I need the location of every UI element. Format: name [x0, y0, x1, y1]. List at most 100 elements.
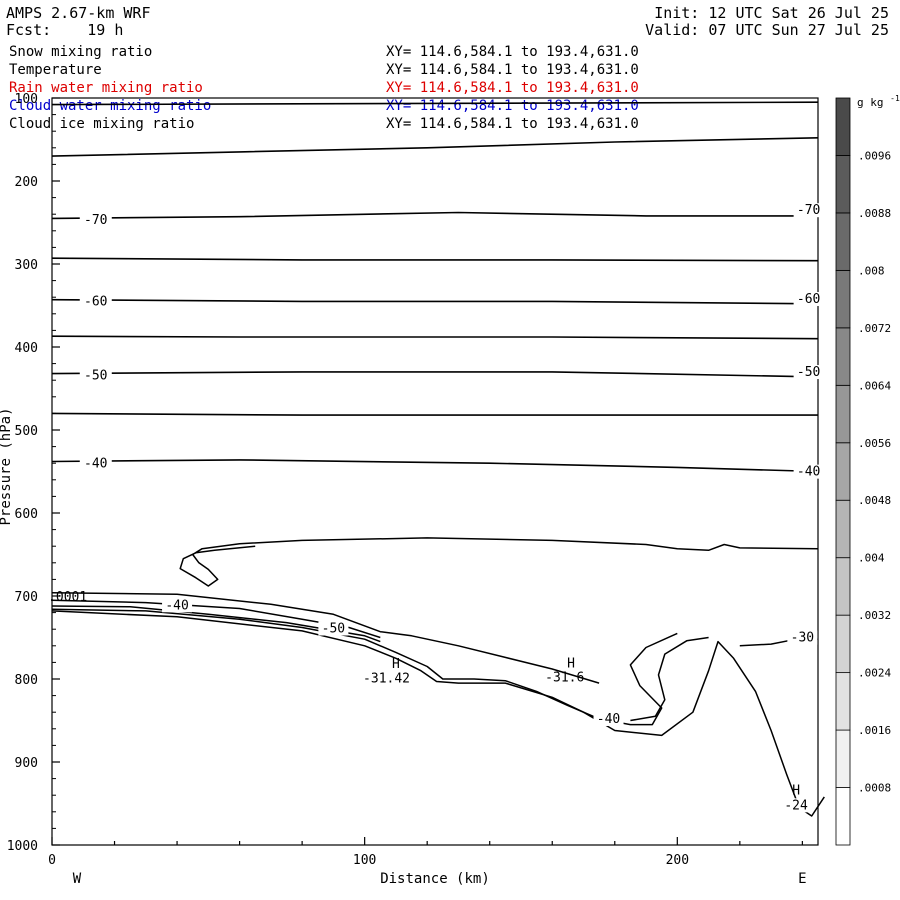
y-axis-label: Pressure (hPa)	[0, 407, 14, 525]
annotation-label: -24	[784, 798, 808, 813]
colorbar-segment	[835, 269, 851, 329]
annotation-layer: -70-60-50-40H-31.42H-31.6H-24-40-50-40-3…	[48, 203, 824, 813]
annotation-label: -40	[797, 465, 820, 480]
field-xy-range: XY= 114.6,584.1 to 193.4,631.0	[386, 116, 639, 132]
y-tick-label: 500	[15, 424, 38, 439]
y-tick-label: 100	[15, 92, 38, 107]
isotherm-line	[51, 459, 819, 473]
label-mask	[787, 630, 818, 645]
label-mask	[593, 711, 624, 726]
label-mask	[793, 203, 824, 218]
colorbar-tick-label: .0072	[858, 322, 891, 335]
label-mask	[79, 211, 112, 228]
model-title: AMPS 2.67-km WRF	[6, 4, 151, 22]
colorbar-segment	[835, 327, 851, 386]
colorbar-unit-exponent: -1	[890, 94, 900, 103]
isotherm-line	[51, 101, 819, 106]
annotation-label: -50	[797, 365, 820, 380]
contour-line	[51, 591, 600, 684]
colorbar-segment	[835, 557, 851, 616]
isotherm-line	[51, 211, 818, 220]
y-tick-label: 800	[15, 673, 38, 688]
colorbar-tick-label: .0064	[858, 379, 891, 392]
label-mask	[79, 292, 112, 309]
contour-line	[51, 610, 825, 817]
init-time: Init: 12 UTC Sat 26 Jul 25	[654, 4, 889, 22]
axis-layer: 100 200 300 400 500 600 700 800 900 1000 0 100 200	[7, 92, 803, 868]
contour-line	[51, 608, 678, 726]
contour-line	[51, 605, 381, 643]
x-axis-label: Distance (km)	[380, 871, 490, 887]
label-mask	[793, 292, 824, 307]
colorbar-segment	[835, 97, 851, 156]
colorbar-tick-label: .0024	[858, 667, 891, 680]
isotherm-label: -60	[84, 295, 107, 310]
annotation-label: -60	[797, 292, 820, 307]
annotation-label: -31.42	[363, 671, 410, 686]
colorbar: g kg -1 .0096 .0088 .008 .0072 .0064 .0056 .00…	[835, 94, 900, 846]
isotherm-line	[51, 298, 819, 305]
colorbar-segment	[835, 442, 851, 501]
colorbar-tick-label: .0088	[858, 207, 891, 220]
colorbar-segment	[835, 614, 851, 674]
colorbar-tick-label: .0096	[858, 149, 891, 162]
annotation-label: H	[792, 783, 800, 798]
colorbar-tick-label: .0032	[858, 609, 891, 622]
y-tick-label: 900	[15, 756, 38, 771]
isotherm-line	[51, 412, 818, 416]
isotherm-line	[51, 335, 819, 340]
annotation-label: -50	[322, 622, 345, 637]
colorbar-segment	[835, 384, 851, 444]
label-mask	[781, 798, 812, 813]
y-tick-label: 1000	[7, 839, 38, 854]
colorbar-tick-label: .008	[858, 264, 885, 277]
annotation-label: -31.6	[545, 670, 584, 685]
colorbar-tick-label: .0056	[858, 437, 891, 450]
annotation-label: H	[392, 657, 400, 672]
field-name: Snow mixing ratio	[9, 44, 153, 60]
forecast-hour: Fcst: 19 h	[6, 21, 124, 39]
isotherm-line	[51, 371, 819, 378]
east-label: E	[798, 871, 806, 887]
colorbar-tick-label: .0048	[858, 494, 891, 507]
colorbar-unit-main: g kg	[857, 96, 884, 109]
colorbar-tick-label: .0016	[858, 724, 891, 737]
field-name: Rain water mixing ratio	[9, 80, 203, 96]
west-label: W	[73, 871, 82, 887]
field-xy-range: XY= 114.6,584.1 to 193.4,631.0	[386, 98, 639, 114]
colorbar-tick-label: .0008	[858, 782, 891, 795]
x-tick-label: 0	[48, 853, 56, 868]
y-tick-label: 300	[15, 258, 38, 273]
contour-line	[179, 537, 819, 587]
colorbar-segment	[835, 729, 851, 788]
colorbar-segment	[835, 787, 851, 846]
field-xy-range: XY= 114.6,584.1 to 193.4,631.0	[386, 80, 639, 96]
contour-layer	[51, 537, 825, 817]
valid-time: Valid: 07 UTC Sun 27 Jul 25	[645, 21, 889, 39]
isotherm-label: -50	[84, 368, 107, 383]
isotherm-line	[51, 257, 819, 262]
isotherm-line	[51, 137, 819, 157]
plot-frame	[51, 97, 819, 846]
isotherm-label: -70	[84, 213, 107, 228]
annotation-label: -70	[797, 203, 820, 218]
field-name: Cloud ice mixing ratio	[9, 116, 195, 132]
label-mask	[793, 365, 824, 380]
field-name: Temperature	[9, 62, 102, 78]
x-tick-label: 200	[666, 853, 689, 868]
label-mask	[793, 464, 824, 479]
annotation-label: H	[567, 656, 575, 671]
y-tick-label: 400	[15, 341, 38, 356]
isotherm-layer	[51, 101, 819, 473]
colorbar-segment	[835, 672, 851, 731]
annotation-label: .0001	[48, 590, 87, 605]
contour-line	[51, 599, 381, 639]
field-xy-range: XY= 114.6,584.1 to 193.4,631.0	[386, 44, 639, 60]
label-mask	[79, 454, 112, 471]
label-mask	[79, 366, 112, 383]
y-tick-label: 200	[15, 175, 38, 190]
annotation-label: -40	[165, 598, 188, 613]
y-tick-label: 700	[15, 590, 38, 605]
label-mask	[318, 621, 349, 636]
isotherm-label: -40	[84, 456, 107, 471]
